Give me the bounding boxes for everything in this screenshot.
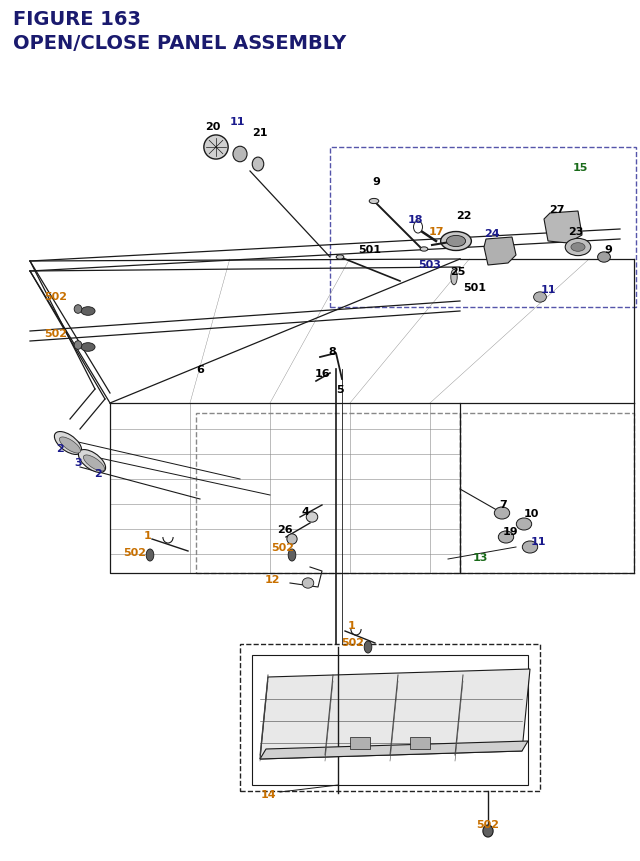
Bar [460, 413, 634, 573]
Ellipse shape [369, 199, 379, 204]
Text: 11: 11 [540, 285, 556, 294]
Polygon shape [260, 741, 528, 759]
Ellipse shape [447, 236, 466, 247]
Ellipse shape [571, 244, 585, 252]
Ellipse shape [78, 450, 106, 473]
Text: 501: 501 [463, 282, 486, 293]
Text: 27: 27 [549, 205, 564, 214]
Ellipse shape [522, 542, 538, 554]
Bar [330, 148, 636, 307]
Text: 9: 9 [604, 245, 612, 255]
Circle shape [413, 222, 422, 234]
Ellipse shape [534, 293, 547, 303]
Text: 1: 1 [144, 530, 152, 541]
Text: 16: 16 [314, 369, 330, 379]
Text: 12: 12 [264, 574, 280, 585]
Text: 502: 502 [45, 292, 67, 301]
Text: 1: 1 [348, 620, 356, 630]
Text: 5: 5 [336, 385, 344, 394]
Ellipse shape [146, 549, 154, 561]
Text: 10: 10 [524, 508, 539, 518]
Text: 2: 2 [94, 468, 102, 479]
Ellipse shape [204, 136, 228, 160]
Text: 18: 18 [407, 214, 423, 225]
Text: 24: 24 [484, 229, 500, 238]
Text: 23: 23 [568, 226, 584, 237]
Text: 22: 22 [456, 211, 472, 220]
Ellipse shape [83, 455, 104, 472]
Text: 14: 14 [260, 789, 276, 799]
Ellipse shape [440, 232, 472, 251]
Ellipse shape [302, 578, 314, 588]
Bar [196, 413, 460, 573]
Polygon shape [484, 238, 516, 266]
Text: 25: 25 [451, 267, 466, 276]
Ellipse shape [598, 252, 611, 263]
Text: OPEN/CLOSE PANEL ASSEMBLY: OPEN/CLOSE PANEL ASSEMBLY [13, 34, 346, 53]
Text: 7: 7 [499, 499, 507, 510]
Text: 11: 11 [531, 536, 546, 547]
Ellipse shape [54, 432, 82, 455]
Text: 13: 13 [472, 553, 488, 562]
Text: 4: 4 [301, 506, 309, 517]
Text: 9: 9 [372, 177, 380, 187]
Ellipse shape [288, 549, 296, 561]
Ellipse shape [81, 307, 95, 316]
Text: 503: 503 [419, 260, 442, 269]
Text: 502: 502 [124, 548, 147, 557]
Ellipse shape [60, 437, 81, 454]
Ellipse shape [233, 147, 247, 163]
Ellipse shape [483, 825, 493, 837]
Text: 502: 502 [477, 819, 499, 829]
Ellipse shape [516, 518, 532, 530]
Ellipse shape [81, 344, 95, 352]
Text: 3: 3 [74, 457, 82, 468]
Text: 502: 502 [271, 542, 294, 553]
Text: 6: 6 [196, 364, 204, 375]
Text: 19: 19 [502, 526, 518, 536]
Ellipse shape [420, 248, 428, 252]
Text: 501: 501 [358, 245, 381, 255]
Text: 15: 15 [572, 163, 588, 173]
Text: FIGURE 163: FIGURE 163 [13, 10, 141, 29]
Text: 11: 11 [229, 117, 244, 127]
Text: 502: 502 [45, 329, 67, 338]
Ellipse shape [252, 158, 264, 171]
Bar [240, 644, 540, 791]
Ellipse shape [74, 306, 82, 314]
Ellipse shape [307, 512, 317, 523]
Ellipse shape [364, 641, 372, 653]
Text: 26: 26 [277, 524, 293, 535]
Ellipse shape [336, 256, 344, 260]
Polygon shape [544, 212, 582, 244]
Polygon shape [260, 669, 530, 759]
FancyBboxPatch shape [410, 737, 430, 749]
Text: 2: 2 [56, 443, 64, 454]
Text: 8: 8 [328, 347, 336, 356]
Text: 20: 20 [205, 122, 221, 132]
Text: 17: 17 [428, 226, 444, 237]
Ellipse shape [494, 507, 509, 519]
Text: 502: 502 [342, 637, 365, 647]
FancyBboxPatch shape [350, 737, 370, 749]
Ellipse shape [451, 270, 457, 286]
Ellipse shape [565, 239, 591, 257]
Ellipse shape [499, 531, 514, 543]
Ellipse shape [287, 534, 297, 544]
Text: 21: 21 [252, 127, 268, 138]
Bar [252, 655, 528, 785]
Ellipse shape [74, 341, 82, 350]
